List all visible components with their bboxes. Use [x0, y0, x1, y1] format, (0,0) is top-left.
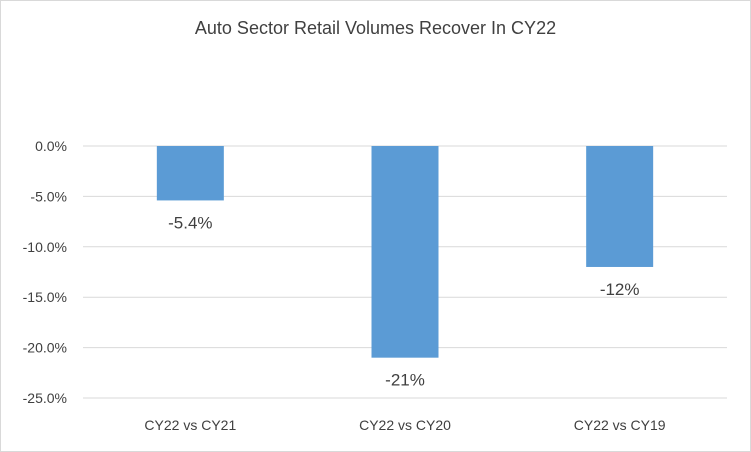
- x-tick-label: CY22 vs CY19: [574, 417, 666, 433]
- y-axis-tick-labels: 0.0% -5.0% -10.0% -15.0% -20.0% -25.0%: [23, 138, 67, 406]
- data-label: -5.4%: [168, 213, 212, 232]
- x-tick-label: CY22 vs CY20: [359, 417, 451, 433]
- x-axis-tick-labels: CY22 vs CY21 CY22 vs CY20 CY22 vs CY19: [144, 417, 665, 433]
- data-label: -12%: [600, 280, 640, 299]
- x-tick-label: CY22 vs CY21: [144, 417, 236, 433]
- data-labels: -5.4% -21% -12%: [168, 213, 639, 389]
- bar-1: [156, 146, 224, 201]
- bar-3: [586, 146, 654, 267]
- bars: [156, 146, 654, 358]
- y-tick-label: -10.0%: [23, 239, 67, 255]
- y-tick-label: 0.0%: [35, 138, 67, 154]
- y-tick-label: -15.0%: [23, 289, 67, 305]
- y-tick-label: -25.0%: [23, 390, 67, 406]
- bar-2: [371, 146, 439, 358]
- y-tick-label: -5.0%: [30, 188, 67, 204]
- data-label: -21%: [385, 371, 425, 390]
- chart-title: Auto Sector Retail Volumes Recover In CY…: [194, 18, 557, 38]
- y-tick-label: -20.0%: [23, 340, 67, 356]
